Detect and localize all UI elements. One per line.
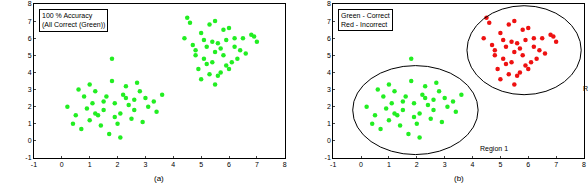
svg-text:8: 8: [283, 161, 287, 168]
svg-text:0: 0: [327, 137, 331, 144]
svg-text:2: 2: [116, 161, 120, 168]
svg-text:-1: -1: [330, 161, 336, 168]
svg-text:6: 6: [28, 35, 32, 42]
svg-text:Region 1: Region 1: [480, 145, 508, 153]
svg-text:4: 4: [28, 69, 32, 76]
svg-text:5: 5: [498, 161, 502, 168]
svg-text:8: 8: [28, 0, 32, 7]
svg-text:6: 6: [327, 35, 331, 42]
svg-text:5: 5: [28, 52, 32, 59]
svg-text:8: 8: [327, 0, 331, 7]
svg-text:4: 4: [471, 161, 475, 168]
svg-text:7: 7: [255, 161, 259, 168]
svg-text:6: 6: [526, 161, 530, 168]
svg-text:0: 0: [359, 161, 363, 168]
svg-text:2: 2: [327, 103, 331, 110]
svg-text:0: 0: [28, 137, 32, 144]
svg-text:1: 1: [28, 120, 32, 127]
svg-text:100 % Accuracy(All Correct (Gr: 100 % Accuracy(All Correct (Green)): [42, 12, 105, 29]
svg-text:3: 3: [327, 86, 331, 93]
svg-text:0: 0: [60, 161, 64, 168]
svg-text:Green - CorrectRed - Incorrect: Green - CorrectRed - Incorrect: [341, 12, 390, 28]
svg-text:5: 5: [199, 161, 203, 168]
svg-text:-1: -1: [25, 154, 31, 161]
svg-text:1: 1: [387, 161, 391, 168]
svg-text:1: 1: [88, 161, 92, 168]
svg-text:3: 3: [143, 161, 147, 168]
svg-text:4: 4: [171, 161, 175, 168]
svg-text:7: 7: [28, 18, 32, 25]
svg-text:-1: -1: [325, 154, 331, 161]
svg-text:1: 1: [327, 120, 331, 127]
svg-text:8: 8: [582, 161, 586, 168]
svg-text:-1: -1: [31, 161, 37, 168]
svg-text:(b): (b): [454, 174, 464, 183]
svg-text:6: 6: [227, 161, 231, 168]
svg-text:3: 3: [443, 161, 447, 168]
svg-text:3: 3: [28, 86, 32, 93]
svg-text:2: 2: [28, 103, 32, 110]
svg-text:Region 2: Region 2: [583, 85, 588, 93]
svg-text:2: 2: [415, 161, 419, 168]
svg-text:7: 7: [554, 161, 558, 168]
svg-text:(a): (a): [154, 174, 164, 183]
svg-text:4: 4: [327, 69, 331, 76]
svg-text:5: 5: [327, 52, 331, 59]
svg-text:7: 7: [327, 18, 331, 25]
